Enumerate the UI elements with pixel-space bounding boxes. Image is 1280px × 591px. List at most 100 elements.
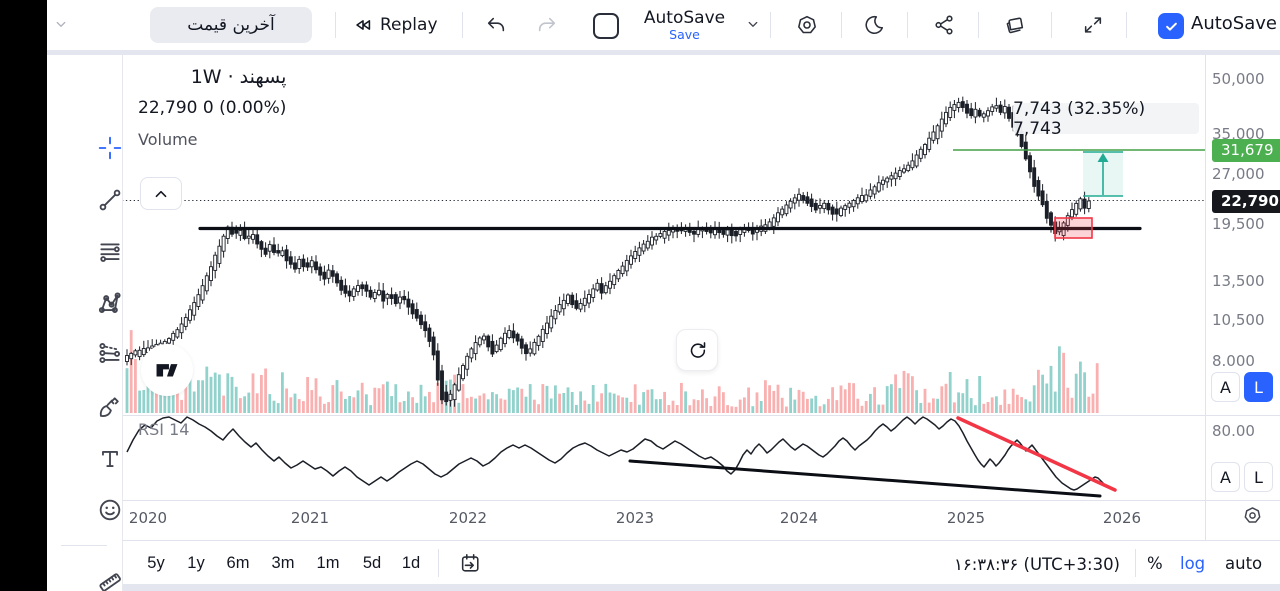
undo-button[interactable] [479,9,513,41]
tool-ruler[interactable] [89,559,131,591]
measure-target-price-label: 31,679 [1212,139,1280,162]
rsi-axis-value: 80.00 [1212,422,1255,440]
separator [907,12,908,38]
trend-line-icon [97,187,123,213]
replay-button[interactable]: Replay [352,9,438,41]
autosave-right-label: AutoSave [1191,13,1277,34]
autosave-label: AutoSave [643,8,726,28]
range-button-1m[interactable]: 1m [310,549,347,577]
chevron-up-icon [150,183,172,205]
forecast-icon [97,340,123,366]
drawing-toolbar [47,55,123,591]
tool-emoji[interactable] [89,489,131,531]
undo-icon [485,14,507,36]
last-price-mode-button[interactable]: آخرین قیمت [150,7,312,43]
ruler-icon [97,567,123,591]
bottom-strip [47,584,1280,591]
separator [1135,549,1136,577]
crosshair-icon [97,135,123,161]
time-axis-label: 2020 [128,509,168,527]
share-icon [933,14,955,36]
price-axis-tick: 10,500 [1212,311,1265,329]
share-button[interactable] [926,7,962,43]
range-button-5y[interactable]: 5y [140,549,171,577]
rsi-indicator-label[interactable]: RSI 14 [138,420,190,439]
rsi-pane-log-button[interactable]: L [1244,462,1273,492]
time-axis-label: 2025 [946,509,986,527]
separator [438,549,439,577]
save-label: Save [669,27,700,42]
time-axis-label: 2023 [615,509,655,527]
fullscreen-button[interactable] [1075,7,1111,43]
main-pane-auto-button[interactable]: A [1211,372,1240,402]
settings-gear-button[interactable] [789,7,825,43]
price-axis-tick: 50,000 [1212,70,1265,88]
tool-horizontal-lines[interactable] [89,231,131,273]
separator [1051,12,1052,38]
autosave-menu[interactable]: AutoSave Save [632,5,737,45]
axis-settings-gear-icon[interactable] [1242,505,1263,526]
time-axis-label: 2026 [1102,509,1142,527]
rewind-icon [352,14,374,36]
redo-button[interactable] [530,9,564,41]
tool-forecast[interactable] [89,332,131,374]
last-price-label: 22,790 [1212,190,1280,213]
redo-icon [536,14,558,36]
range-button-3m[interactable]: 3m [265,549,302,577]
chevron-down-icon[interactable] [52,15,70,33]
refresh-icon [686,339,708,361]
price-axis-tick: 19,500 [1212,215,1265,233]
moon-icon [863,14,885,36]
top-toolbar: آخرین قیمت Replay AutoSave Save Aut [47,0,1280,50]
time-axis-label: 2022 [448,509,488,527]
tool-brush[interactable] [89,386,131,428]
separator [770,12,771,38]
time-axis-label: 2021 [290,509,330,527]
tool-trend-line[interactable] [89,179,131,221]
tradingview-logo[interactable] [141,344,193,396]
symbol-price-change: 22,790 0 (0.00%) [138,98,287,118]
price-axis-tick: 8.000 [1212,352,1255,370]
separator [841,12,842,38]
time-axis-label: 2024 [779,509,819,527]
percent-scale-button[interactable]: % [1147,553,1163,573]
autosave-checkbox-checked[interactable] [1158,13,1184,39]
save-checkbox-unchecked[interactable] [593,13,619,39]
rsi-pane-auto-button[interactable]: A [1211,462,1240,492]
clock[interactable]: ۱۶:۳۸:۳۶ (UTC+3:30) [954,555,1120,574]
tool-text[interactable] [89,438,131,480]
main-pane-log-button[interactable]: L [1244,372,1273,402]
symbol-title[interactable]: پسهند · 1W [190,66,287,88]
separator [1126,12,1127,38]
tool-crosshair[interactable] [89,127,131,169]
price-axis-tick: 35,000 [1212,125,1265,143]
legend-collapse-button[interactable] [140,177,182,210]
measure-tooltip: 7,743 (32.35%) 7,743 [1013,99,1199,139]
price-axis-tick: 13,500 [1212,272,1265,290]
tradingview-logo-glyph [156,364,178,377]
price-axis-tick: 27,000 [1212,165,1265,183]
calendar-goto-icon [459,552,481,574]
goto-date-button[interactable] [452,547,488,579]
check-icon [1165,22,1177,31]
range-button-5d[interactable]: 5d [356,549,388,577]
range-button-1y[interactable]: 1y [180,549,211,577]
chevron-down-icon[interactable] [744,15,762,33]
range-button-1d[interactable]: 1d [395,549,427,577]
dark-mode-button[interactable] [856,7,892,43]
snapshot-button[interactable] [997,7,1033,43]
tool-xabcd-pattern[interactable] [89,282,131,324]
range-button-6m[interactable]: 6m [220,549,257,577]
volume-indicator-label[interactable]: Volume [138,130,198,149]
refresh-button[interactable] [676,329,718,371]
top-gap [47,50,1280,55]
text-icon [97,446,123,472]
side-letterbox [0,0,47,591]
horizontal-lines-icon [97,239,123,265]
gear-icon [796,14,818,36]
log-scale-button[interactable]: log [1180,553,1206,573]
replay-label: Replay [380,15,438,35]
auto-scale-button[interactable]: auto [1225,553,1263,573]
